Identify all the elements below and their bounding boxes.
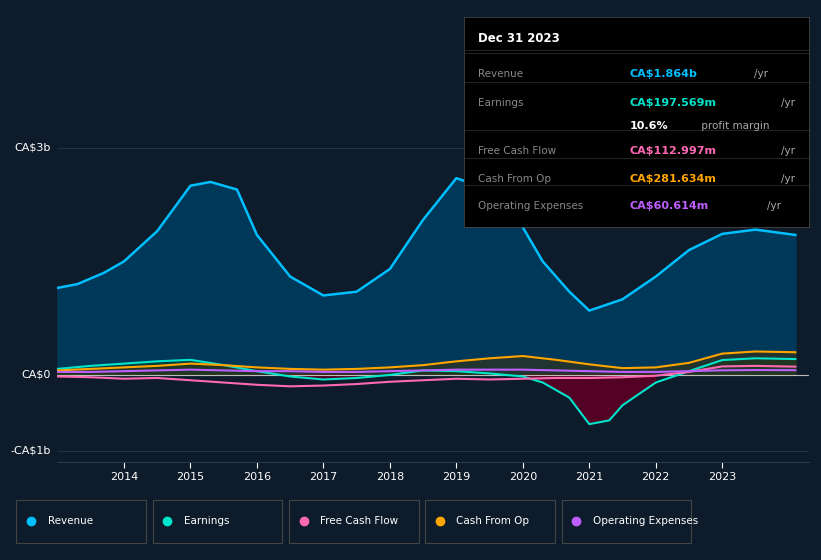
Text: Revenue: Revenue xyxy=(48,516,93,526)
Text: -CA$1b: -CA$1b xyxy=(10,446,51,456)
Text: Dec 31 2023: Dec 31 2023 xyxy=(478,31,559,44)
Text: /yr: /yr xyxy=(781,146,795,156)
Text: Cash From Op: Cash From Op xyxy=(456,516,530,526)
Text: CA$281.634m: CA$281.634m xyxy=(630,174,716,184)
Text: Operating Expenses: Operating Expenses xyxy=(593,516,698,526)
Text: CA$1.864b: CA$1.864b xyxy=(630,68,697,78)
Text: Free Cash Flow: Free Cash Flow xyxy=(478,146,556,156)
Text: Free Cash Flow: Free Cash Flow xyxy=(320,516,398,526)
Text: CA$112.997m: CA$112.997m xyxy=(630,146,717,156)
Text: /yr: /yr xyxy=(781,98,795,108)
Text: Earnings: Earnings xyxy=(184,516,229,526)
Text: /yr: /yr xyxy=(754,68,768,78)
Text: /yr: /yr xyxy=(768,201,782,211)
Text: 10.6%: 10.6% xyxy=(630,121,668,131)
Text: profit margin: profit margin xyxy=(699,121,770,131)
Text: CA$197.569m: CA$197.569m xyxy=(630,98,717,108)
Text: CA$0: CA$0 xyxy=(21,370,51,380)
Text: Operating Expenses: Operating Expenses xyxy=(478,201,583,211)
Text: /yr: /yr xyxy=(781,174,795,184)
Text: CA$3b: CA$3b xyxy=(14,143,51,153)
Text: CA$60.614m: CA$60.614m xyxy=(630,201,709,211)
Text: Cash From Op: Cash From Op xyxy=(478,174,551,184)
Text: Earnings: Earnings xyxy=(478,98,523,108)
Text: Revenue: Revenue xyxy=(478,68,523,78)
